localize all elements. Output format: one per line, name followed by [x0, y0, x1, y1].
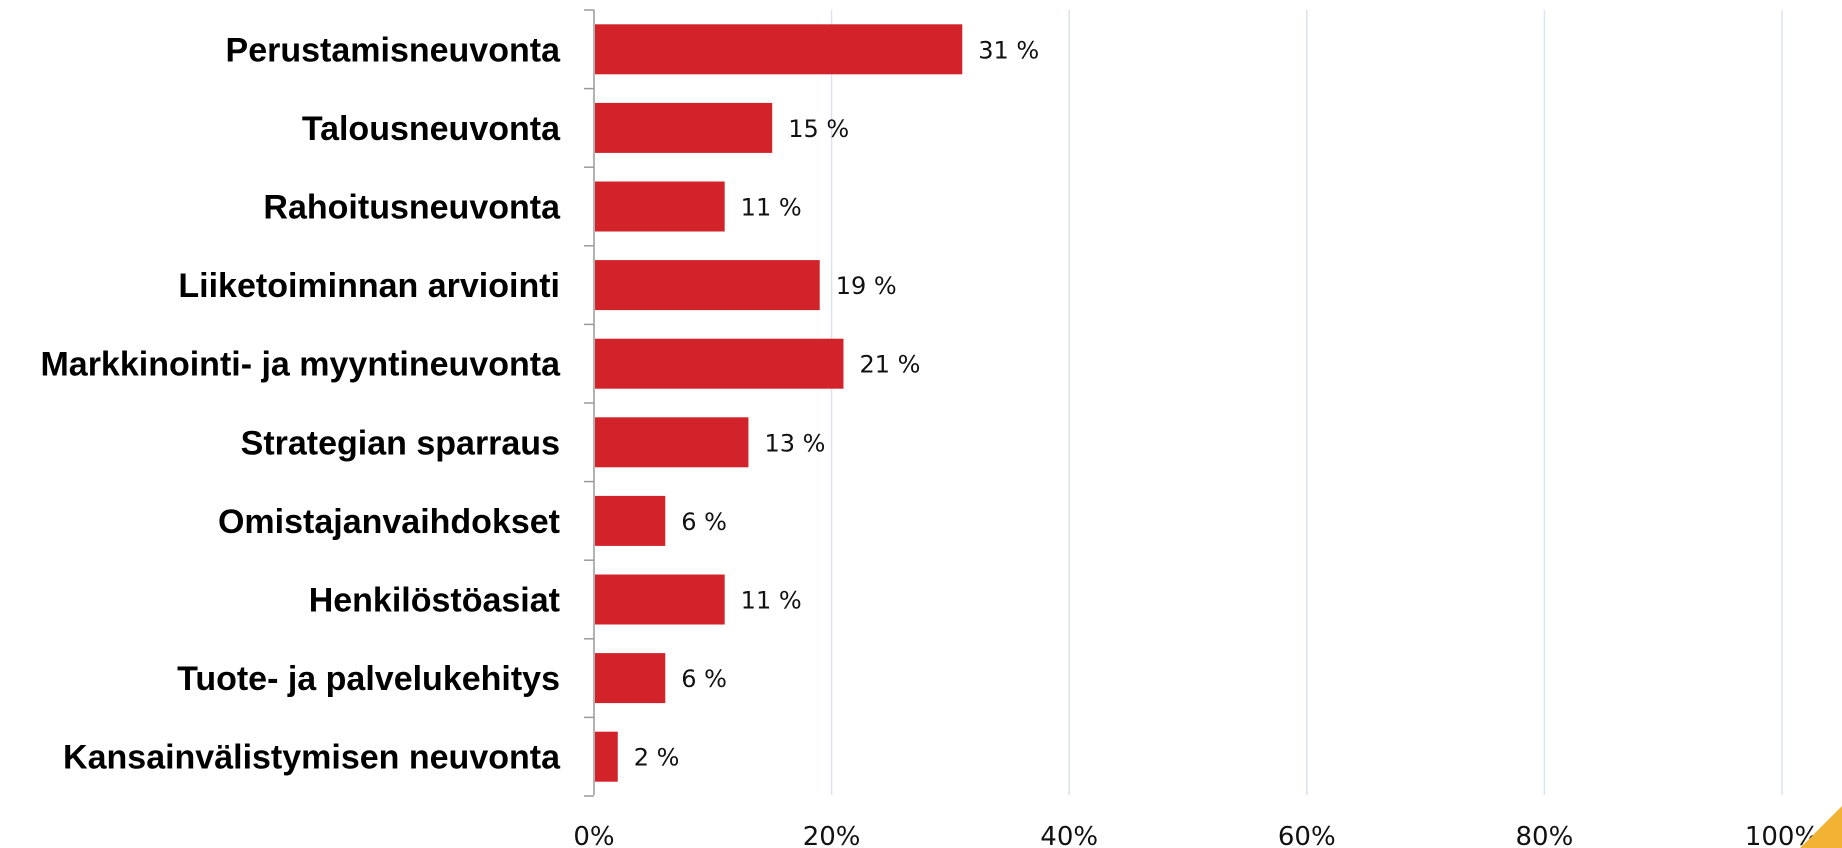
corner-decoration — [1800, 806, 1842, 848]
bar — [595, 495, 666, 546]
bar — [595, 731, 618, 782]
data-label: 13 % — [764, 429, 825, 457]
bar — [595, 181, 725, 232]
x-tick-label: 20% — [803, 822, 861, 848]
x-tick-label: 60% — [1278, 822, 1336, 848]
category-label: Liiketoiminnan arviointi — [178, 267, 560, 305]
x-tick-label: 40% — [1040, 822, 1098, 848]
gridlines — [830, 10, 1783, 795]
data-label: 6 % — [681, 665, 727, 693]
bars — [595, 24, 963, 782]
category-axis — [584, 9, 595, 797]
bar — [595, 24, 963, 75]
category-label: Markkinointi- ja myyntineuvonta — [40, 346, 561, 384]
bar — [595, 574, 725, 625]
category-labels: Perustamisneuvonta Talousneuvonta Rahoitus… — [40, 31, 561, 776]
x-axis-tick-labels: 0% 20% 40% 60% 80% 100% — [573, 822, 1819, 848]
category-label: Tuote- ja palvelukehitys — [177, 660, 560, 698]
bar — [595, 102, 773, 153]
data-label: 6 % — [681, 508, 727, 536]
data-labels: 31 % 15 % 11 % 19 % 21 % 13 % 6 % 11 % 6 % 2 % — [634, 36, 1040, 771]
bar — [595, 338, 844, 389]
category-label: Omistajanvaihdokset — [218, 503, 560, 541]
data-label: 15 % — [788, 115, 849, 143]
data-label: 11 % — [741, 587, 802, 615]
data-label: 2 % — [634, 744, 680, 772]
data-label: 31 % — [978, 36, 1039, 64]
category-label: Kansainvälistymisen neuvonta — [63, 739, 561, 777]
data-label: 21 % — [859, 351, 920, 379]
x-tick-label: 80% — [1516, 822, 1574, 848]
data-label: 11 % — [741, 194, 802, 222]
category-label: Rahoitusneuvonta — [263, 189, 561, 227]
data-label: 19 % — [836, 272, 897, 300]
category-label: Henkilöstöasiat — [309, 582, 560, 620]
bar — [595, 653, 666, 704]
bar — [595, 260, 820, 311]
category-label: Perustamisneuvonta — [226, 31, 562, 69]
category-label: Strategian sparraus — [241, 424, 560, 462]
category-label: Talousneuvonta — [302, 110, 561, 148]
x-tick-label: 0% — [573, 822, 614, 848]
bar — [595, 417, 749, 468]
